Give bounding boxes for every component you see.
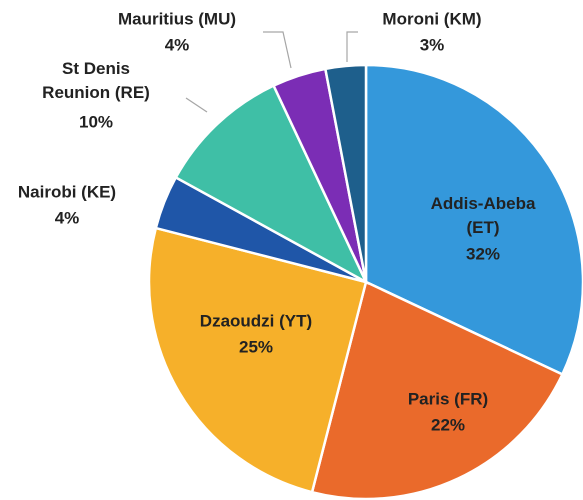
slice-value-label: 4% — [165, 35, 190, 54]
pie-slice — [364, 63, 583, 377]
slice-label: Addis-Abeba (ET) — [431, 194, 536, 237]
pie-slice — [147, 226, 368, 494]
slice-label: Mauritius (MU) — [118, 9, 236, 28]
slice-label: Paris (FR) — [408, 389, 488, 408]
slice-value-label: 4% — [55, 208, 80, 227]
slice-value-label: 32% — [466, 244, 500, 263]
slice-label: St Denis Reunion (RE) — [42, 59, 150, 102]
slice-label: Nairobi (KE) — [18, 182, 116, 201]
pie-slice — [310, 280, 565, 500]
slice-value-label: 22% — [431, 415, 465, 434]
leader-line — [185, 97, 208, 113]
leader-line — [263, 31, 292, 69]
slice-label: Dzaoudzi (YT) — [200, 311, 312, 330]
slice-value-label: 10% — [79, 112, 113, 131]
leader-line — [346, 31, 358, 62]
pie-slice — [323, 63, 368, 283]
slice-label: Moroni (KM) — [382, 9, 481, 28]
slice-value-label: 25% — [239, 337, 273, 356]
pie-slice — [174, 83, 369, 285]
slice-value-label: 3% — [420, 35, 445, 54]
